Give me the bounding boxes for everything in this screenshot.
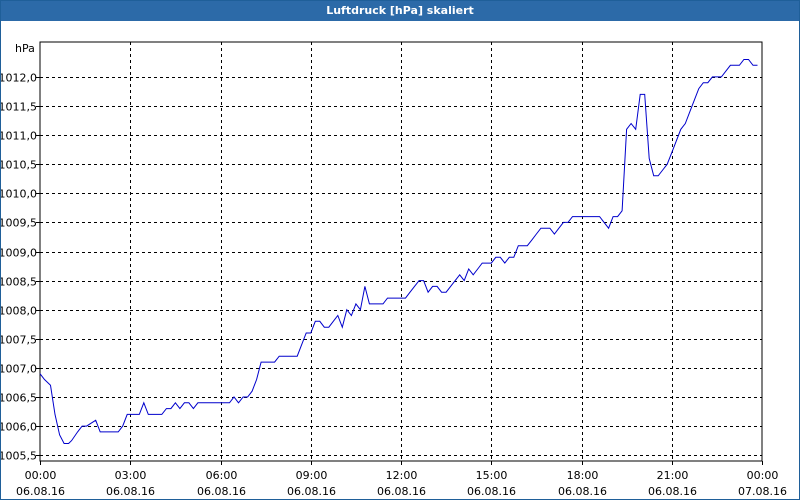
x-tick-time-label: 15:00 [476,469,508,482]
y-axis-unit-label: hPa [15,42,35,55]
y-tick-label: 1010,0 [1,188,37,201]
y-tick-label: 1005,5 [1,450,37,463]
x-tick-date-label: 06.08.16 [106,485,155,498]
y-tick-label: 1012,0 [1,72,37,85]
y-tick-label: 1007,0 [1,363,37,376]
y-tick-label: 1008,0 [1,305,37,318]
y-tick-label: 1010,5 [1,159,37,172]
x-tick-time-label: 00:00 [747,469,779,482]
x-tick-time-label: 18:00 [567,469,599,482]
y-tick-label: 1009,5 [1,217,37,230]
y-tick-label: 1008,5 [1,276,37,289]
x-tick-date-label: 06.08.16 [197,485,246,498]
x-tick-time-label: 12:00 [386,469,418,482]
x-tick-date-label: 06.08.16 [16,485,65,498]
x-tick-time-label: 09:00 [296,469,328,482]
chart-title: Luftdruck [hPa] skaliert [1,1,799,21]
grid [40,42,762,461]
x-tick-date-label: 06.08.16 [467,485,516,498]
x-tick-time-label: 06:00 [206,469,238,482]
y-tick-label: 1007,5 [1,334,37,347]
x-tick-date-label: 06.08.16 [648,485,697,498]
series-line-luftdruck [39,59,758,444]
y-axis: 1005,5 1006,0 1006,5 1007,0 1007,5 1008,0 1008… [1,72,40,463]
x-tick-date-label: 06.08.16 [377,485,426,498]
y-tick-label: 1011,5 [1,101,37,114]
y-tick-label: 1009,0 [1,247,37,260]
x-tick-date-label: 06.08.16 [558,485,607,498]
x-tick-date-label: 06.08.16 [287,485,336,498]
y-tick-label: 1011,0 [1,130,37,143]
y-tick-label: 1006,5 [1,392,37,405]
x-axis: 00:00 06.08.16 03:00 06.08.16 06:00 06.08.16 0… [16,461,787,498]
x-tick-time-label: 03:00 [115,469,147,482]
x-tick-time-label: 21:00 [657,469,689,482]
y-tick-label: 1006,0 [1,421,37,434]
x-tick-date-label: 07.08.16 [738,485,787,498]
x-tick-time-label: 00:00 [25,469,57,482]
